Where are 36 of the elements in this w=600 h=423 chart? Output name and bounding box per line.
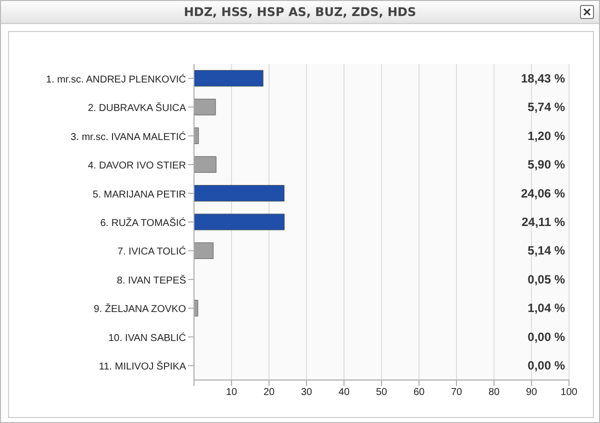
y-tick-label: 6. RUŽA TOMAŠIĆ — [100, 217, 186, 229]
data-label: 5,90 % — [528, 158, 566, 172]
data-label: 0,00 % — [528, 358, 566, 373]
y-tick-label: 1. mr.sc. ANDREJ PLENKOVIĆ — [46, 73, 186, 86]
y-tick-label: 10. IVAN SABLIĆ — [108, 332, 186, 344]
y-tick-label: 11. MILIVOJ ŠPIKA — [98, 360, 186, 373]
bar — [194, 184, 284, 202]
data-label: 18,43 % — [520, 71, 566, 86]
x-tick-label: 50 — [376, 387, 388, 398]
data-label: 5,14 % — [528, 244, 566, 258]
x-tick-label: 60 — [413, 387, 425, 398]
data-label: 0,05 % — [528, 272, 566, 286]
y-tick-label: 9. ŽELJANA ZOVKO — [94, 303, 186, 316]
data-label: 24,11 % — [522, 215, 566, 229]
bar — [194, 214, 285, 230]
x-tick-label: 100 — [560, 387, 578, 398]
x-tick-label: 90 — [526, 387, 538, 398]
y-tick-label: 3. mr.sc. IVANA MALETIĆ — [70, 130, 186, 143]
y-tick-label: 8. IVAN TEPEŠ — [116, 274, 186, 286]
x-tick-label: 30 — [300, 387, 312, 398]
x-tick-label: 40 — [338, 387, 350, 398]
x-tick-label: 80 — [488, 387, 500, 398]
data-label: 24,06 % — [520, 186, 566, 200]
y-tick-label: 7. IVICA TOLIĆ — [117, 246, 186, 258]
y-tick-label: 4. DAVOR IVO STIER — [88, 160, 186, 172]
data-label: 1,04 % — [528, 301, 566, 316]
y-tick-label: 2. DUBRAVKA ŠUICA — [88, 102, 186, 114]
data-label: 0,00 % — [528, 330, 566, 344]
bar — [194, 70, 264, 87]
data-label: 1,20 % — [528, 128, 566, 143]
x-tick-label: 20 — [263, 387, 275, 398]
x-tick-label: 70 — [450, 387, 462, 398]
x-tick-label: 10 — [226, 387, 238, 398]
data-label: 5,74 % — [528, 100, 566, 114]
chart-title: HDZ, HSS, HSP AS, BUZ, ZDS, HDS — [1, 1, 599, 24]
y-tick-label: 5. MARIJANA PETIR — [92, 189, 186, 200]
